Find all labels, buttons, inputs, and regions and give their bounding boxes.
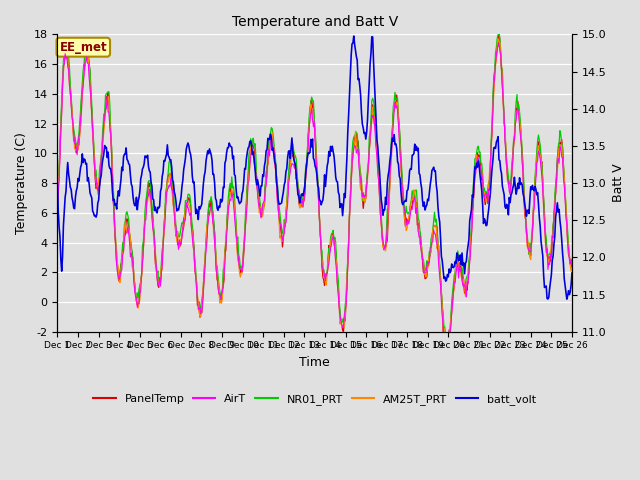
Legend: PanelTemp, AirT, NR01_PRT, AM25T_PRT, batt_volt: PanelTemp, AirT, NR01_PRT, AM25T_PRT, ba… [89,389,541,409]
Title: Temperature and Batt V: Temperature and Batt V [232,15,398,29]
Text: EE_met: EE_met [60,41,107,54]
X-axis label: Time: Time [300,356,330,369]
Y-axis label: Batt V: Batt V [612,164,625,203]
Y-axis label: Temperature (C): Temperature (C) [15,132,28,234]
